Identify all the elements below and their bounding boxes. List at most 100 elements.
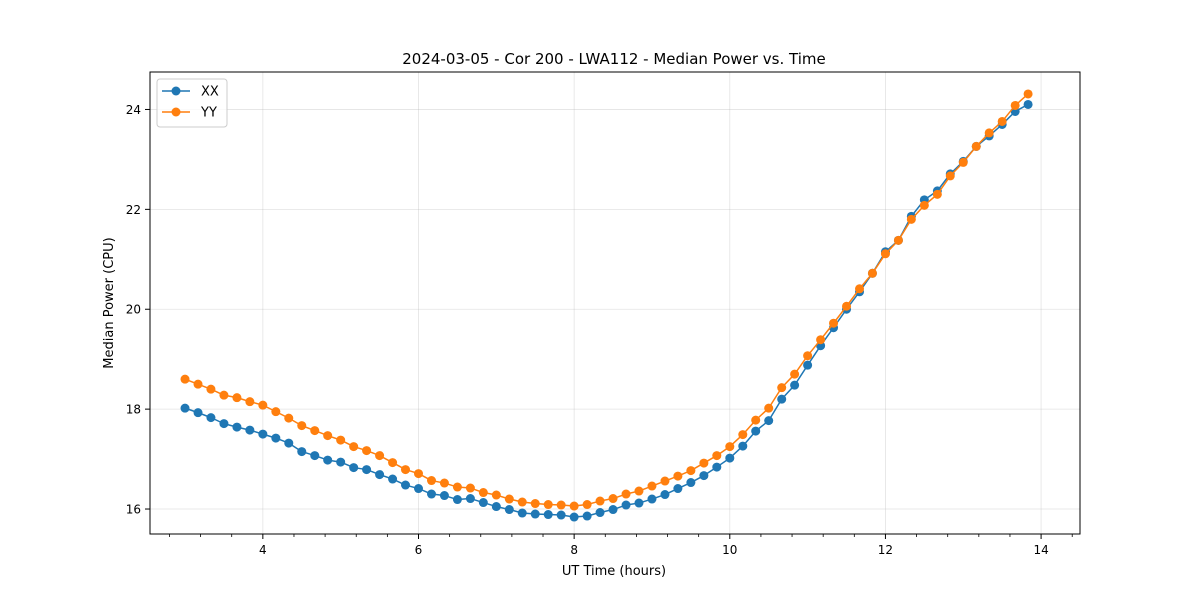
data-point-yy: [621, 489, 631, 499]
data-point-yy: [193, 379, 203, 389]
data-point-xx: [582, 511, 592, 521]
data-point-yy: [803, 351, 813, 361]
data-point-yy: [426, 476, 436, 486]
data-point-xx: [790, 380, 800, 390]
y-tick-label: 16: [126, 503, 141, 517]
legend-entry-xx: XX: [162, 85, 219, 100]
series-yy: [180, 89, 1033, 511]
data-point-xx: [660, 490, 670, 500]
data-point-xx: [452, 495, 462, 505]
data-point-yy: [219, 390, 229, 400]
x-tick-label: 4: [259, 543, 267, 557]
data-point-yy: [245, 397, 255, 407]
x-tick-label: 8: [570, 543, 578, 557]
data-point-yy: [336, 435, 346, 445]
data-point-xx: [375, 470, 385, 480]
data-point-xx: [258, 429, 268, 439]
data-point-yy: [1010, 100, 1020, 110]
data-point-yy: [400, 465, 410, 475]
data-point-yy: [829, 318, 839, 328]
legend: XX YY: [156, 78, 228, 128]
data-point-xx: [180, 403, 190, 413]
data-point-yy: [867, 268, 877, 278]
data-point-xx: [686, 478, 696, 488]
data-point-xx: [491, 502, 501, 512]
data-point-yy: [504, 494, 514, 504]
data-point-xx: [530, 509, 540, 519]
data-point-xx: [232, 422, 242, 432]
data-point-xx: [310, 451, 320, 461]
series-layer: [180, 89, 1033, 522]
data-point-yy: [517, 497, 527, 507]
data-point-xx: [634, 498, 644, 508]
data-point-yy: [206, 384, 216, 394]
y-tick-label: 20: [126, 303, 141, 317]
data-point-yy: [258, 400, 268, 410]
data-point-xx: [725, 453, 735, 463]
x-tick-label: 14: [1033, 543, 1048, 557]
series-line-yy: [184, 93, 1029, 507]
legend-marker: [171, 86, 181, 96]
data-point-xx: [764, 416, 774, 426]
data-point-yy: [1023, 89, 1033, 99]
legend-label: XX: [201, 85, 219, 100]
data-point-xx: [517, 508, 527, 518]
x-tick-label: 10: [722, 543, 737, 557]
x-tick-label: 6: [415, 543, 423, 557]
data-point-xx: [323, 455, 333, 465]
data-point-yy: [439, 478, 449, 488]
data-point-yy: [284, 413, 294, 423]
data-point-yy: [712, 451, 722, 461]
data-point-xx: [271, 433, 281, 443]
legend-marker: [171, 107, 181, 117]
data-point-yy: [919, 200, 929, 210]
x-tick-label: 12: [878, 543, 893, 557]
data-point-yy: [413, 469, 423, 479]
data-point-yy: [582, 500, 592, 510]
data-point-yy: [478, 488, 488, 498]
legend-label: YY: [200, 106, 217, 121]
data-point-yy: [932, 189, 942, 199]
grid: [150, 72, 1080, 534]
data-point-yy: [595, 496, 605, 506]
data-point-yy: [271, 407, 281, 417]
data-point-xx: [504, 505, 514, 515]
data-point-yy: [997, 116, 1007, 126]
ticks: 4 6 8 10 12 14 16 18 20 22 24: [126, 103, 1073, 557]
data-point-xx: [803, 360, 813, 370]
data-point-yy: [855, 284, 865, 294]
data-point-xx: [1023, 99, 1033, 109]
plot-frame: [149, 71, 1081, 535]
data-point-xx: [465, 494, 475, 504]
data-point-xx: [738, 441, 748, 451]
y-tick-label: 22: [126, 203, 141, 217]
data-point-yy: [647, 481, 657, 491]
x-axis-label: UT Time (hours): [562, 564, 666, 579]
data-point-yy: [945, 171, 955, 181]
data-point-yy: [375, 451, 385, 461]
data-point-yy: [660, 476, 670, 486]
data-point-xx: [569, 512, 579, 522]
data-point-xx: [297, 447, 307, 457]
data-point-yy: [634, 486, 644, 496]
data-point-xx: [478, 498, 488, 508]
data-point-yy: [699, 458, 709, 468]
data-point-xx: [193, 408, 203, 418]
data-point-xx: [621, 500, 631, 510]
data-point-yy: [880, 249, 890, 259]
data-point-yy: [816, 335, 826, 345]
data-point-yy: [297, 421, 307, 431]
data-point-xx: [699, 471, 709, 481]
data-point-yy: [491, 490, 501, 500]
data-point-yy: [323, 431, 333, 441]
data-point-yy: [686, 466, 696, 476]
data-point-yy: [232, 393, 242, 403]
data-point-yy: [465, 483, 475, 493]
data-point-xx: [595, 508, 605, 518]
data-point-xx: [206, 413, 216, 423]
data-point-yy: [362, 446, 372, 456]
data-point-xx: [413, 484, 423, 494]
data-point-yy: [764, 403, 774, 413]
